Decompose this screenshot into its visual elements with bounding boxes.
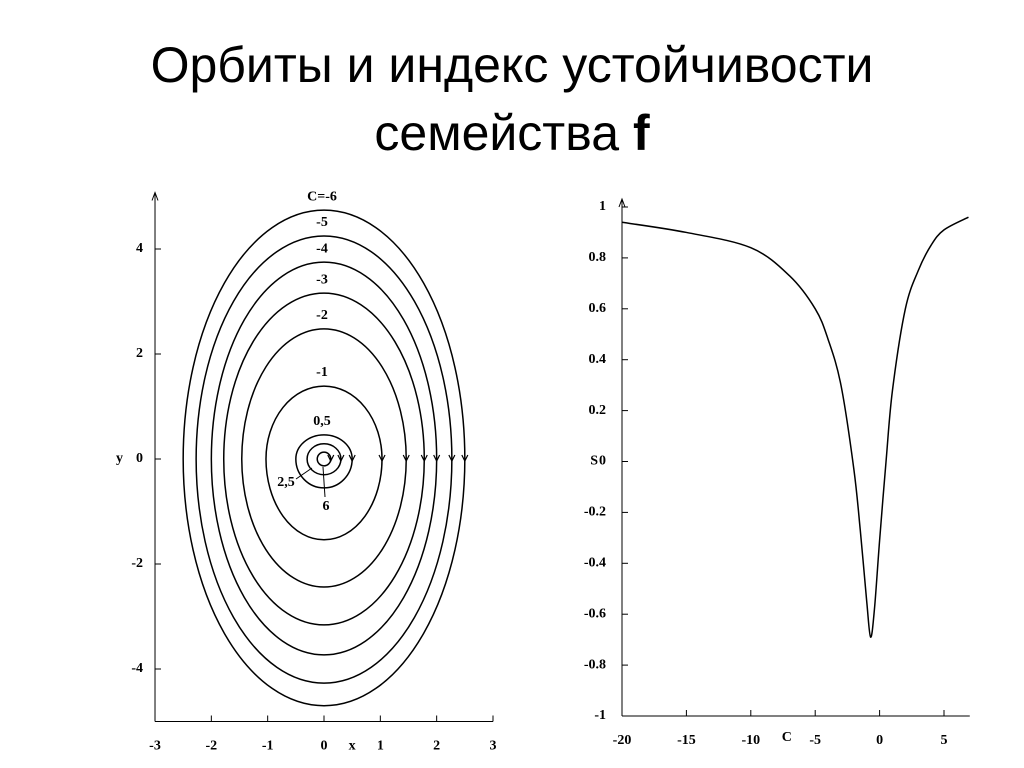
label-pointer (322, 466, 326, 498)
y-tick-label: -1 (594, 708, 606, 723)
x-tick-label: 1 (377, 739, 384, 754)
orbit-label: C=-6 (307, 189, 337, 204)
y-tick-label: -0.4 (584, 556, 606, 571)
x-tick-label: -3 (149, 739, 161, 754)
axis-arrow (618, 197, 626, 208)
x-tick-label: -1 (262, 739, 274, 754)
orbit (306, 443, 342, 476)
y-tick-label: 0.8 (589, 250, 607, 265)
x-tick-label: 0 (321, 739, 328, 754)
y-tick-label: 0 (599, 454, 606, 469)
x-tick-label: -15 (677, 733, 696, 748)
y-tick-label: -0.2 (584, 505, 606, 520)
y-tick-label: 0 (136, 451, 143, 466)
axis-arrow (151, 191, 159, 201)
y-tick-label: 0.2 (589, 403, 607, 418)
y-tick-label: 1 (599, 199, 606, 214)
orbit (210, 261, 438, 656)
x-tick-label: -10 (741, 733, 760, 748)
orbit-label: -3 (316, 272, 328, 287)
x-tick-label: 3 (489, 739, 496, 754)
orbit (265, 385, 383, 541)
orbit (241, 328, 407, 588)
orbit (295, 434, 353, 489)
orbit-label: -2 (316, 308, 328, 323)
title-line: Орбиты и индекс устойчивости (151, 37, 874, 93)
orbit-arrow (348, 454, 356, 463)
y-tick-label: 2 (136, 346, 143, 361)
x-tick-label: -20 (613, 733, 632, 748)
orbit-arrow (378, 454, 386, 463)
x-tick-label: -5 (809, 733, 821, 748)
y-tick-label: 4 (136, 241, 143, 256)
title-line: семейства f (374, 105, 650, 161)
title-bold: f (633, 105, 650, 161)
x-tick-label: -2 (206, 739, 218, 754)
orbit (182, 209, 466, 707)
orbit-label: 6 (323, 499, 330, 514)
x-tick-label: 0 (876, 733, 883, 748)
x-tick-label: 2 (433, 739, 440, 754)
orbit-arrow (327, 454, 335, 463)
y-tick-label: 0.4 (589, 352, 607, 367)
orbit-arrow (337, 454, 345, 463)
x-tick-label: 5 (941, 733, 948, 748)
orbit-arrow (420, 454, 428, 463)
orbit-arrow (448, 454, 456, 463)
orbit-label: -5 (316, 215, 328, 230)
orbit-label: -1 (316, 365, 328, 380)
title-text: семейства (374, 105, 619, 161)
orbit-label: -4 (316, 241, 328, 256)
orbit (222, 292, 426, 626)
x-axis-label: C (782, 730, 792, 745)
orbit-arrow (433, 454, 441, 463)
orbit-arrow (461, 454, 469, 463)
label-pointer (295, 467, 313, 480)
y-tick-label: -0.8 (584, 657, 606, 672)
orbit-label: 0,5 (313, 414, 331, 429)
y-axis-label: y (116, 451, 123, 466)
orbit (195, 235, 453, 684)
y-axis-label: S (590, 454, 598, 469)
y-tick-label: -4 (131, 661, 143, 676)
orbit-label: 2,5 (277, 475, 295, 490)
y-tick-label: 0.6 (589, 301, 607, 316)
line (621, 216, 969, 638)
y-tick-label: -2 (131, 556, 143, 571)
orbit-arrow (402, 454, 410, 463)
x-axis-label: x (349, 739, 356, 754)
y-tick-label: -0.6 (584, 606, 606, 621)
orbit (316, 451, 332, 467)
